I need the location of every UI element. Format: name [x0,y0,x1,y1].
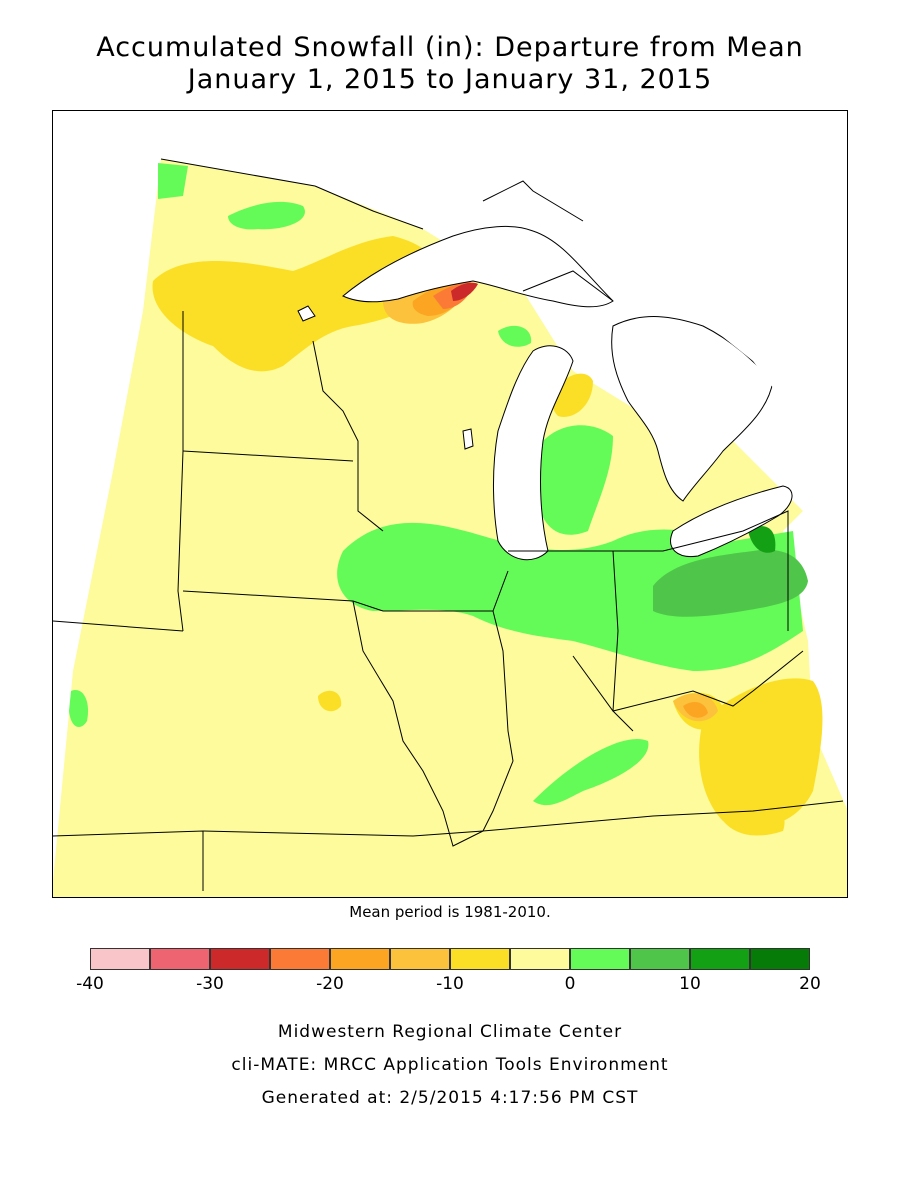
surplus-band-michigan [534,425,613,535]
deficit-patch-kentucky [699,678,823,827]
legend-swatch [450,948,510,970]
legend-swatch [90,948,150,970]
map-panel [52,110,848,898]
legend-swatch [630,948,690,970]
surplus-band-central [337,522,803,671]
footer-organization: Midwestern Regional Climate Center [277,1022,623,1042]
surplus-patch-sw-indiana [533,739,649,806]
deficit-25-30-keweenaw [451,282,478,301]
legend-tick-label: -10 [436,974,464,994]
legend-swatch [330,948,390,970]
small-island-lake [462,428,474,450]
deficit-patch-iowa [318,690,342,712]
surplus-5-10-erie [748,526,776,553]
lake-superior [342,225,614,308]
deficit-band-minnesota [152,236,437,372]
lake-ontario-edge [773,431,847,511]
legend-swatch [750,948,810,970]
deficit-15-20-wv [683,701,708,718]
legend-tick-label: 10 [679,974,701,994]
legend-tick-label: -30 [196,974,224,994]
legend-tick-label: -40 [76,974,104,994]
footer-generated-time: Generated at: 2/5/2015 4:17:56 PM CST [261,1088,639,1108]
state-boundaries [53,311,844,891]
mean-period-note: Mean period is 1981-2010. [349,903,551,921]
legend-swatch [390,948,450,970]
legend-swatch [690,948,750,970]
canada-region [53,111,847,401]
legend-swatch [150,948,210,970]
deficit-patch-kentucky-south [713,797,785,836]
legend-swatch [270,948,330,970]
surplus-patch-west-edge [69,690,89,727]
legend-tick-label: -20 [316,974,344,994]
legend-swatch [570,948,630,970]
footer-tool-name: cli-MATE: MRCC Application Tools Environ… [231,1055,669,1075]
coastlines [160,158,614,302]
lake-huron [611,316,774,502]
surplus-patch-north-shore [228,201,305,230]
lake-erie [670,485,793,558]
legend-swatch [210,948,270,970]
surplus-patch-michigan-tip [498,325,532,347]
surplus-5-10-ohio [653,549,808,617]
color-legend [90,948,810,970]
map-title-line-2: January 1, 2015 to January 31, 2015 [187,64,713,95]
legend-swatch [510,948,570,970]
legend-tick-label: 0 [564,974,576,994]
map-title-line-1: Accumulated Snowfall (in): Departure fro… [96,32,804,63]
legend-tick-label: 20 [799,974,821,994]
snowfall-departure-map [53,111,847,897]
isle-royale [297,305,316,322]
surplus-patch-ne-minnesota [158,163,188,199]
